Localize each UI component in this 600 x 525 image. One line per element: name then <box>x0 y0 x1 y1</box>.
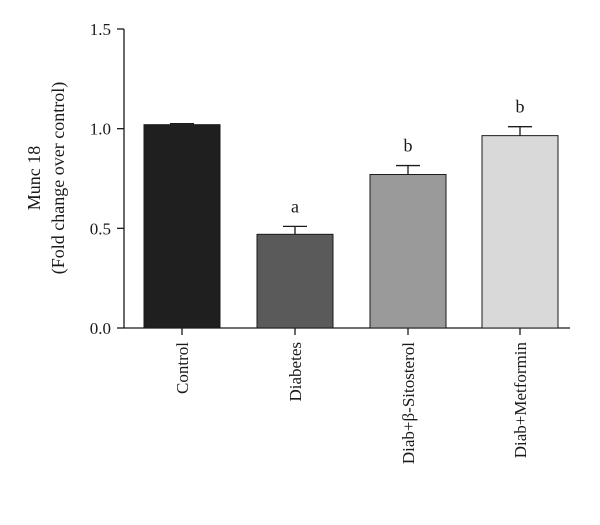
significance-label: b <box>404 136 413 156</box>
y-axis-title-line-2: (Fold change over control) <box>48 82 69 274</box>
bars: a b b <box>143 97 559 329</box>
category-label: Control <box>173 342 192 394</box>
x-axis-categories: Control Diabetes Diab+β-Sitosterol Diab+Met… <box>173 328 530 464</box>
y-tick-label: 0.0 <box>90 319 111 338</box>
bar <box>481 135 559 329</box>
y-axis-title: Munc 18 (Fold change over control) <box>24 82 69 274</box>
bar <box>369 174 447 329</box>
category-label: Diab+Metformin <box>511 342 530 459</box>
category-label: Diabetes <box>286 342 305 401</box>
significance-label: b <box>516 97 525 117</box>
y-tick-label: 1.0 <box>90 120 111 139</box>
category-label: Diab+β-Sitosterol <box>399 342 418 464</box>
bar <box>143 124 221 329</box>
y-tick-label: 1.5 <box>90 20 111 39</box>
y-tick-label: 0.5 <box>90 219 111 238</box>
bar <box>256 233 334 329</box>
y-axis-title-line-1: Munc 18 <box>24 146 44 211</box>
significance-label: a <box>291 196 299 216</box>
y-axis-ticks: 0.0 0.5 1.0 1.5 <box>90 20 124 338</box>
